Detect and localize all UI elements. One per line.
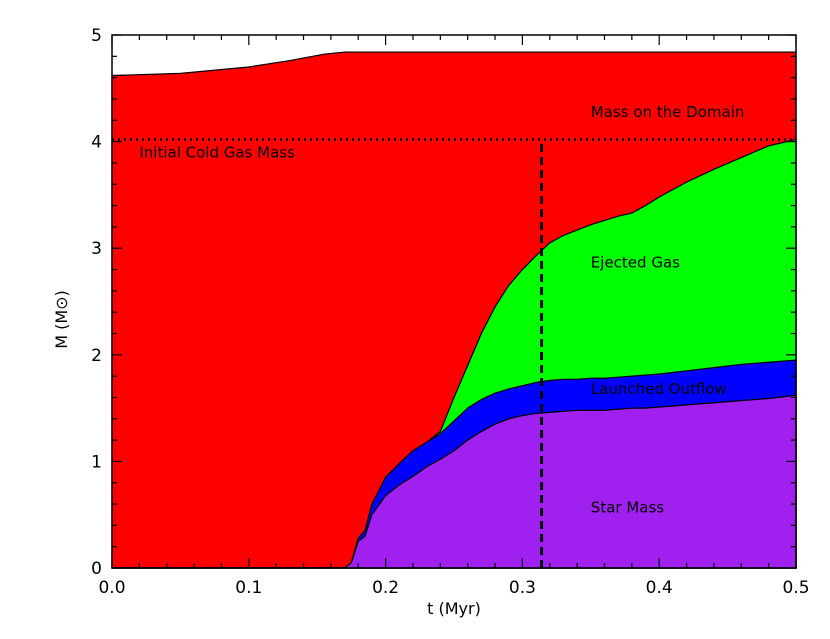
annotation-initial-cold-gas-mass: Initial Cold Gas Mass bbox=[139, 144, 295, 162]
axis-ticks: 0.0 0.1 0.2 0.3 0.4 0.5 0 1 2 3 4 5 bbox=[91, 26, 809, 598]
x-axis-title: t (Myr) bbox=[427, 599, 481, 618]
y-tick-label: 4 bbox=[91, 133, 102, 153]
annotation-mass-on-the-domain: Mass on the Domain bbox=[591, 103, 745, 121]
x-tick-label: 0.5 bbox=[782, 578, 809, 598]
x-tick-label: 0.3 bbox=[509, 578, 536, 598]
annotations: Mass on the Domain Initial Cold Gas Mass E… bbox=[139, 103, 744, 516]
y-tick-label: 5 bbox=[91, 26, 102, 46]
x-tick-label: 0.1 bbox=[235, 578, 262, 598]
annotation-star-mass: Star Mass bbox=[591, 499, 664, 517]
area-layers bbox=[111, 51, 797, 569]
reference-lines bbox=[112, 138, 796, 568]
y-tick-label: 0 bbox=[91, 559, 102, 579]
annotation-launched-outflow: Launched Outflow bbox=[591, 380, 727, 398]
area-star-mass bbox=[112, 394, 797, 569]
plot-frame bbox=[111, 34, 797, 569]
x-tick-label: 0.0 bbox=[98, 578, 125, 598]
y-tick-label: 3 bbox=[91, 239, 102, 259]
y-tick-label: 2 bbox=[91, 346, 102, 366]
y-tick-label: 1 bbox=[91, 452, 102, 472]
y-axis-title: M (M⊙) bbox=[52, 290, 71, 349]
x-tick-label: 0.2 bbox=[372, 578, 399, 598]
x-tick-label: 0.4 bbox=[646, 578, 673, 598]
annotation-ejected-gas: Ejected Gas bbox=[591, 253, 680, 271]
